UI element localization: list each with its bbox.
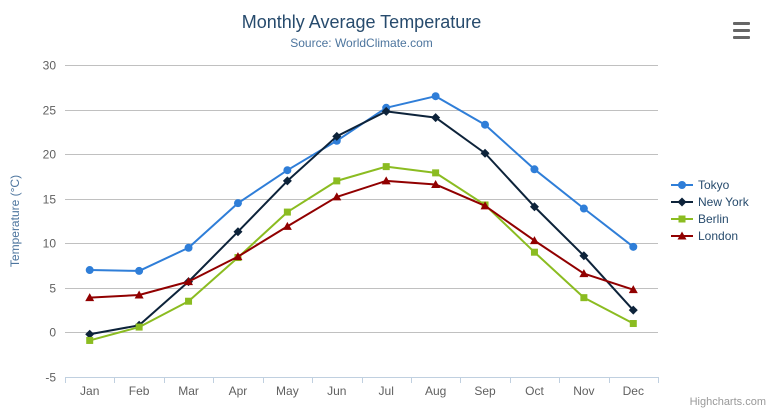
legend-label-london: London <box>698 228 739 243</box>
x-tick-label: Jul <box>379 384 394 398</box>
data-point-new-york-sep[interactable] <box>480 148 490 158</box>
x-tick-label: Jun <box>327 384 346 398</box>
hamburger-icon <box>733 22 750 25</box>
data-point-new-york-jul[interactable] <box>381 106 391 116</box>
series-line-london <box>88 179 635 299</box>
data-point-london-jan[interactable] <box>85 293 95 302</box>
data-point-tokyo-mar[interactable] <box>184 243 193 252</box>
credits-link[interactable]: Highcharts.com <box>689 396 766 408</box>
y-tick-label: 30 <box>43 59 57 73</box>
data-point-berlin-jul[interactable] <box>382 163 390 171</box>
data-point-london-jul[interactable] <box>381 176 391 185</box>
y-tick-label: 5 <box>49 282 56 296</box>
legend-diamond-icon <box>671 197 693 206</box>
series-line-berlin <box>88 165 635 342</box>
legend-label-new-york: New York <box>698 194 749 209</box>
x-tick-label: Nov <box>573 384 594 398</box>
y-tick-label: 20 <box>43 148 57 162</box>
data-point-berlin-jun[interactable] <box>333 177 341 185</box>
data-point-berlin-feb[interactable] <box>135 323 143 331</box>
data-point-london-sep[interactable] <box>480 201 490 210</box>
legend-label-berlin: Berlin <box>698 211 729 226</box>
data-point-tokyo-feb[interactable] <box>135 266 144 275</box>
data-point-new-york-apr[interactable] <box>233 227 243 237</box>
x-tick-label: Mar <box>178 384 199 398</box>
data-point-berlin-may[interactable] <box>283 208 291 216</box>
legend-label-tokyo: Tokyo <box>698 177 730 192</box>
legend-item-berlin[interactable]: Berlin <box>671 210 749 227</box>
y-tick-label: 15 <box>43 193 57 207</box>
data-point-berlin-mar[interactable] <box>185 297 193 305</box>
series-line-new-york <box>88 110 635 336</box>
x-tick-label: Aug <box>425 384 446 398</box>
legend-item-london[interactable]: London <box>671 227 749 244</box>
legend-circle-icon <box>671 180 693 189</box>
legend-item-new-york[interactable]: New York <box>671 193 749 210</box>
chart-subtitle: Source: WorldClimate.com <box>290 36 433 50</box>
y-tick-label: -5 <box>45 371 56 385</box>
data-point-tokyo-nov[interactable] <box>579 204 588 213</box>
data-point-new-york-aug[interactable] <box>431 113 441 123</box>
data-point-tokyo-aug[interactable] <box>431 92 440 101</box>
export-menu-button[interactable] <box>733 22 750 39</box>
x-tick-label: Oct <box>525 384 544 398</box>
legend-marker-new-york[interactable] <box>677 197 687 206</box>
data-point-tokyo-may[interactable] <box>283 166 292 175</box>
data-point-berlin-oct[interactable] <box>530 248 538 256</box>
legend-marker-tokyo[interactable] <box>678 180 686 189</box>
x-tick-label: Dec <box>623 384 644 398</box>
data-point-london-mar[interactable] <box>184 277 194 286</box>
y-tick-label: 25 <box>43 104 57 118</box>
data-point-tokyo-apr[interactable] <box>233 199 242 208</box>
data-point-london-nov[interactable] <box>579 269 589 278</box>
data-point-berlin-jan[interactable] <box>86 336 94 344</box>
data-point-new-york-dec[interactable] <box>628 305 638 315</box>
data-point-london-dec[interactable] <box>628 285 638 294</box>
legend-triangle-icon <box>671 231 693 239</box>
legend-marker-berlin[interactable] <box>678 215 686 222</box>
legend-square-icon <box>671 215 693 222</box>
data-point-london-feb[interactable] <box>134 290 144 299</box>
legend-marker-london[interactable] <box>677 231 687 239</box>
data-point-new-york-may[interactable] <box>282 176 292 186</box>
data-point-tokyo-dec[interactable] <box>629 242 638 251</box>
chart-title: Monthly Average Temperature <box>241 12 482 32</box>
data-point-new-york-jun[interactable] <box>332 131 342 141</box>
data-point-london-may[interactable] <box>282 221 292 230</box>
data-point-tokyo-sep[interactable] <box>481 120 490 129</box>
data-point-tokyo-jan[interactable] <box>85 266 94 275</box>
y-tick-label: 0 <box>49 326 56 340</box>
x-tick-label: Apr <box>229 384 248 398</box>
data-point-new-york-jan[interactable] <box>85 329 95 339</box>
x-tick-label: Jan <box>80 384 99 398</box>
legend-item-tokyo[interactable]: Tokyo <box>671 176 749 193</box>
data-point-london-aug[interactable] <box>431 179 441 188</box>
data-point-berlin-nov[interactable] <box>580 294 588 302</box>
x-tick-label: Sep <box>474 384 496 398</box>
data-point-new-york-nov[interactable] <box>579 251 589 261</box>
y-tick-label: 10 <box>43 237 57 251</box>
data-point-london-oct[interactable] <box>529 236 539 245</box>
hamburger-icon <box>733 36 750 39</box>
data-point-tokyo-oct[interactable] <box>530 165 539 174</box>
x-tick-label: May <box>276 384 299 398</box>
series-line-tokyo <box>88 95 635 272</box>
legend: Tokyo New York Berlin London <box>671 176 749 244</box>
data-point-berlin-dec[interactable] <box>629 320 637 328</box>
x-tick-label: Feb <box>129 384 150 398</box>
data-point-london-jun[interactable] <box>332 192 342 201</box>
data-point-london-apr[interactable] <box>233 252 243 261</box>
data-point-berlin-aug[interactable] <box>432 169 440 177</box>
hamburger-icon <box>733 29 750 32</box>
data-point-new-york-oct[interactable] <box>529 202 539 212</box>
